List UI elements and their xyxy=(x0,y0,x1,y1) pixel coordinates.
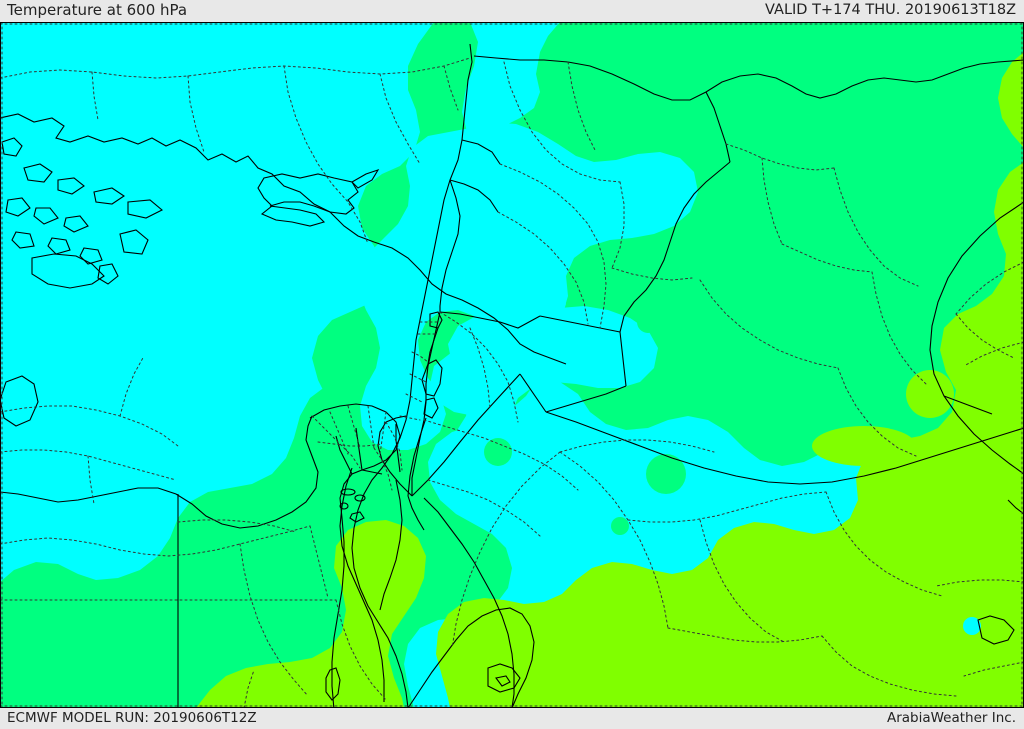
map-frame-left xyxy=(0,22,1,708)
valid-time-label: VALID T+174 THU. 20190613T18Z xyxy=(765,2,1016,18)
temperature-band-mid-islets xyxy=(202,256,686,558)
map-canvas[interactable] xyxy=(0,22,1024,708)
map-svg xyxy=(0,22,1024,708)
coastline xyxy=(0,43,1024,708)
map-header: Temperature at 600 hPa VALID T+174 THU. … xyxy=(0,0,1024,22)
model-run-label: ECMWF MODEL RUN: 20190606T12Z xyxy=(7,710,257,726)
map-footer: ECMWF MODEL RUN: 20190606T12Z ArabiaWeat… xyxy=(0,708,1024,729)
admin-border xyxy=(0,22,1024,708)
temperature-band-warm-islets xyxy=(812,370,954,466)
page-title: Temperature at 600 hPa xyxy=(7,1,188,19)
map-frame-top xyxy=(0,22,1024,23)
attribution-label: ArabiaWeather Inc. xyxy=(886,710,1016,726)
map-frame-bottom xyxy=(0,707,1024,708)
temperature-band-warm xyxy=(196,52,1024,708)
